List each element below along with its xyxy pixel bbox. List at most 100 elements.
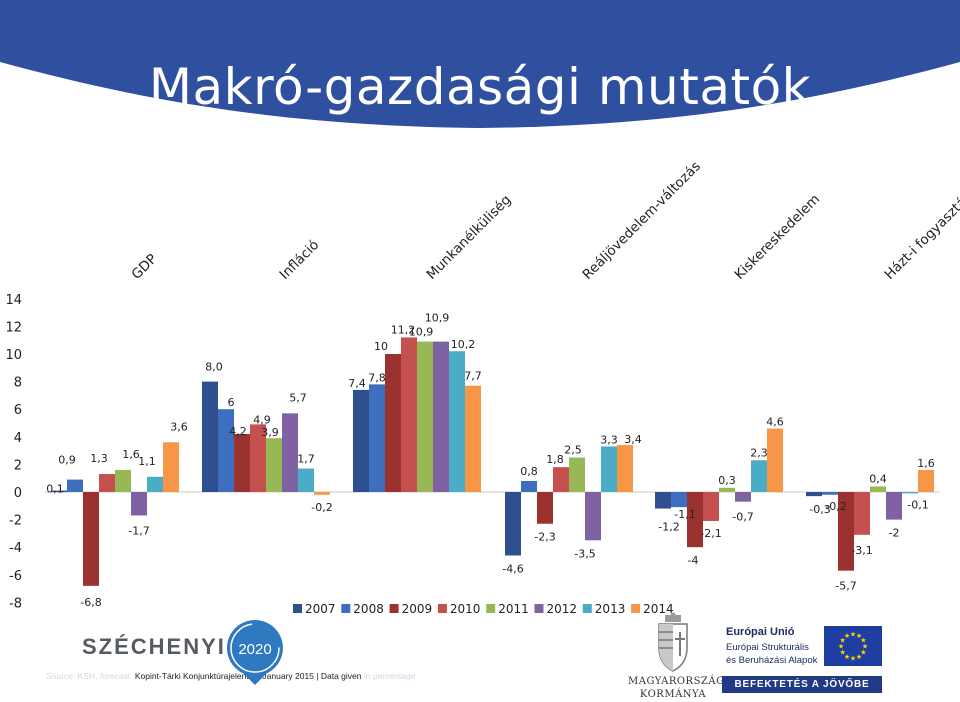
data-label: 10,2 xyxy=(451,338,476,351)
bar xyxy=(569,457,585,492)
bar xyxy=(147,476,163,492)
bar xyxy=(115,469,131,492)
data-label: 1,3 xyxy=(90,452,108,465)
bar xyxy=(886,492,902,520)
data-label: 3,9 xyxy=(261,426,279,439)
data-label: -1,7 xyxy=(128,524,149,537)
bar xyxy=(617,445,633,492)
bar xyxy=(449,351,465,492)
bar xyxy=(838,492,854,571)
y-tick-label: 8 xyxy=(14,376,22,391)
eu-star-icon: ★ xyxy=(860,649,866,657)
eu-line3: és Beruházási Alapok xyxy=(726,655,818,666)
legend-label: 2010 xyxy=(450,602,481,616)
y-tick-label: 14 xyxy=(5,293,22,308)
bar xyxy=(767,428,783,492)
bar xyxy=(67,479,83,492)
legend-label: 2011 xyxy=(498,602,529,616)
bar xyxy=(902,492,918,494)
data-label: -2,3 xyxy=(534,531,555,544)
bar xyxy=(131,492,147,516)
legend-swatch xyxy=(341,604,351,613)
eu-star-icon: ★ xyxy=(856,632,862,640)
szechenyi-2020-emblem: 2020 xyxy=(226,620,283,685)
page-title: Makró-gazdasági mutatók xyxy=(148,58,812,116)
y-tick-label: 4 xyxy=(14,431,22,446)
eu-line2: Európai Strukturális xyxy=(726,642,809,653)
title-banner xyxy=(0,0,960,128)
data-label: -5,7 xyxy=(835,580,856,593)
data-label: 1,6 xyxy=(917,457,935,470)
bar xyxy=(234,434,250,492)
legend-swatch xyxy=(486,604,496,613)
data-label: -2 xyxy=(889,527,900,540)
bar xyxy=(83,492,99,586)
data-label: -4 xyxy=(688,554,699,567)
bar xyxy=(282,413,298,492)
eu-line1: Európai Unió xyxy=(726,626,795,638)
data-label: 7,7 xyxy=(464,370,482,383)
bar xyxy=(163,442,179,492)
data-label: -3,1 xyxy=(851,544,872,557)
category-labels: GDP Infláció Munkanélküliség Reáljövedelem-… xyxy=(129,158,960,282)
bar xyxy=(401,337,417,492)
category-label: Házt-i fogyasztás xyxy=(882,189,960,283)
legend-label: 2007 xyxy=(305,602,336,616)
eu-funds-logo: Európai Unió Európai Strukturális és Ber… xyxy=(722,626,882,696)
data-label: 7,4 xyxy=(348,377,366,390)
bar xyxy=(218,409,234,492)
data-label: 1,8 xyxy=(546,453,564,466)
data-label: 4,9 xyxy=(253,413,271,426)
data-label: 0,4 xyxy=(869,472,887,485)
legend-swatch xyxy=(534,604,544,613)
hungarian-government-logo: MAGYARORSZÁG KORMÁNYA xyxy=(628,612,725,700)
data-label: 11,2 xyxy=(391,323,416,336)
category-label: GDP xyxy=(129,251,161,283)
bar xyxy=(417,341,433,492)
bar xyxy=(719,487,735,492)
eu-star-icon: ★ xyxy=(844,632,850,640)
source-prefix: Source: KSH, forecast: xyxy=(46,671,133,681)
bar xyxy=(655,492,671,509)
bar xyxy=(703,492,719,521)
data-label: 3,6 xyxy=(170,420,188,433)
y-tick-label: -2 xyxy=(9,514,22,529)
data-label: 0,9 xyxy=(58,454,76,467)
kormany-line1: MAGYARORSZÁG xyxy=(628,676,725,687)
data-label: 6 xyxy=(228,396,235,409)
bar xyxy=(918,469,934,492)
kormany-line2: KORMÁNYA xyxy=(639,689,707,700)
y-tick-label: -6 xyxy=(9,569,22,584)
data-label: -0,1 xyxy=(907,498,928,511)
category-label: Reáljövedelem-változás xyxy=(580,158,704,282)
data-label: 10,9 xyxy=(425,312,450,325)
data-label: 1,1 xyxy=(138,455,156,468)
bar xyxy=(353,389,369,492)
legend-swatch xyxy=(293,604,302,613)
bar xyxy=(735,492,751,502)
bar xyxy=(806,492,822,497)
bar xyxy=(601,446,617,492)
y-tick-label: 0 xyxy=(14,486,22,501)
legend-label: 2012 xyxy=(547,602,578,616)
bar xyxy=(250,424,266,492)
bar xyxy=(505,492,521,556)
data-label: 8,0 xyxy=(205,361,223,374)
bars xyxy=(51,337,934,586)
szechenyi-year: 2020 xyxy=(238,641,271,658)
eu-star-icon: ★ xyxy=(856,653,862,661)
bar xyxy=(465,385,481,492)
data-label: 5,7 xyxy=(289,391,307,404)
data-label: -1,2 xyxy=(658,521,679,534)
data-label: -2,1 xyxy=(700,527,721,540)
legend-label: 2009 xyxy=(402,602,433,616)
category-label: Kiskereskedelem xyxy=(732,191,824,283)
y-axis: 14 12 10 8 6 4 2 0 -2 -4 -6 -8 xyxy=(5,293,940,611)
data-label: -1,1 xyxy=(674,508,695,521)
y-tick-label: 12 xyxy=(5,320,22,335)
bar xyxy=(433,341,449,492)
bar xyxy=(99,474,115,492)
data-label: -0,2 xyxy=(825,500,846,513)
eu-star-icon: ★ xyxy=(860,637,866,645)
